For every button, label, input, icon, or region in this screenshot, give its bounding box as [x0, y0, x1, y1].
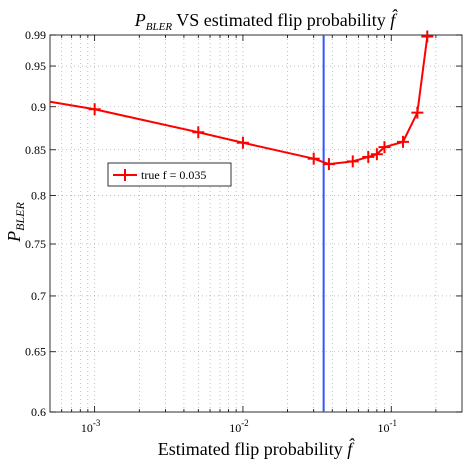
grid: [50, 34, 462, 413]
y-tick-label: 0.6: [31, 405, 46, 419]
data-point-marker: [396, 135, 409, 148]
x-axis-label: Estimated flip probability f̂: [158, 438, 355, 459]
data-point-marker: [411, 106, 424, 119]
data-point-marker: [88, 103, 101, 116]
data-point-marker: [236, 136, 249, 149]
chart-title: PBLER VS estimated flip probability f̂: [134, 9, 398, 33]
legend-box: [107, 162, 232, 187]
legend-marker: [119, 169, 131, 181]
y-tick-label: 0.99: [25, 28, 46, 42]
y-tick-label: 0.7: [31, 289, 46, 303]
y-tick-label: 0.95: [25, 59, 46, 73]
y-tick-label: 0.75: [25, 237, 46, 251]
data-point-marker: [307, 152, 320, 165]
y-tick-label: 0.8: [31, 188, 46, 202]
data-point-marker: [192, 126, 205, 139]
x-tick-label: 10-3: [81, 418, 101, 435]
data-point-marker: [378, 141, 391, 154]
plot-frame: [49, 34, 463, 413]
data-point-marker: [322, 158, 335, 171]
data-point-marker: [421, 30, 434, 43]
x-tick-label: 10-2: [229, 418, 249, 435]
legend: true f = 0.035: [107, 162, 232, 187]
data-point-marker: [346, 155, 359, 168]
data-point-marker: [362, 150, 375, 163]
data-point-marker: [370, 148, 383, 161]
series-line: [49, 36, 429, 166]
y-tick-label: 0.9: [31, 100, 46, 114]
y-axis-label: PBLER: [4, 202, 27, 243]
y-tick-label: 0.85: [25, 143, 46, 157]
y-tick-label: 0.65: [25, 345, 46, 359]
x-tick-label: 10-1: [377, 418, 397, 435]
legend-label: true f = 0.035: [141, 168, 206, 182]
